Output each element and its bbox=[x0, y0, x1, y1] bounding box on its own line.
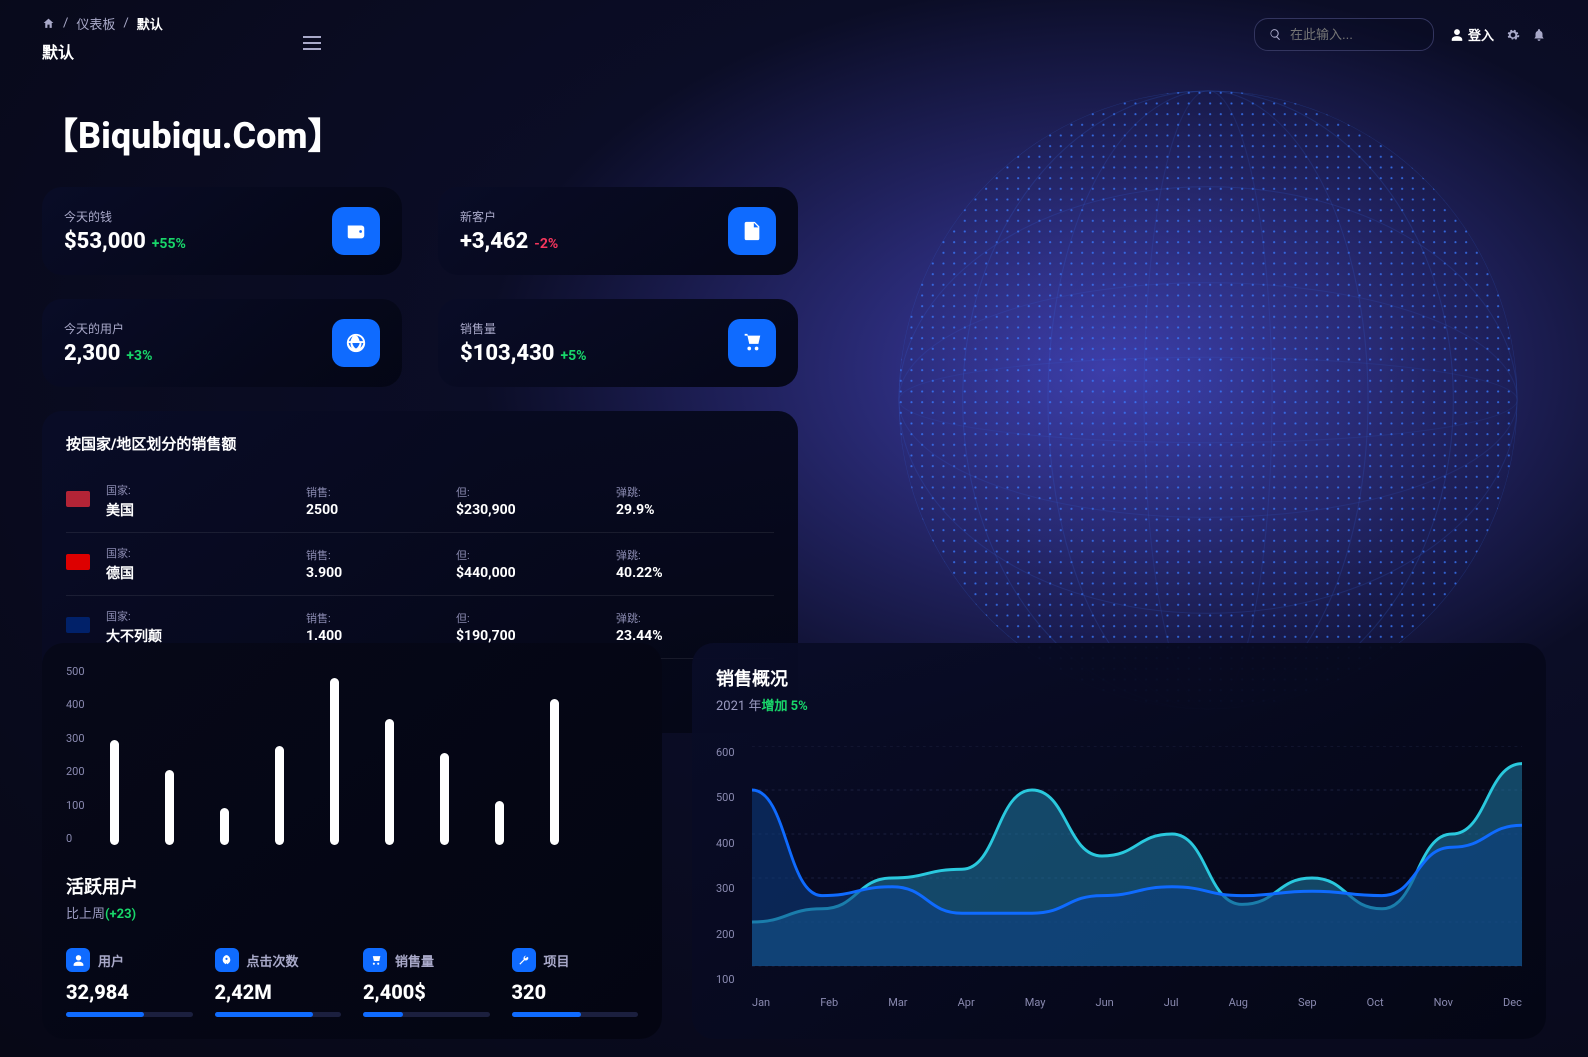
bar bbox=[330, 678, 339, 845]
wrench-icon bbox=[512, 948, 536, 972]
stat-label: 新客户 bbox=[460, 208, 558, 225]
wallet-icon bbox=[332, 207, 380, 255]
rocket-icon bbox=[215, 948, 239, 972]
cart-icon bbox=[728, 319, 776, 367]
stat-label: 今天的钱 bbox=[64, 208, 186, 225]
brand-title: 【Biqubiqu.Com】 bbox=[42, 107, 1588, 159]
bar bbox=[220, 808, 229, 845]
bar bbox=[495, 801, 504, 845]
stat-card-users: 今天的用户 2,300+3% bbox=[42, 299, 402, 387]
flag-icon bbox=[66, 617, 90, 633]
flag-icon bbox=[66, 491, 90, 507]
home-icon bbox=[42, 17, 55, 30]
active-users-subtitle: 比上周(+23) bbox=[66, 903, 638, 922]
sales-overview-subtitle: 2021 年增加 5% bbox=[716, 695, 1522, 714]
sales-area-chart bbox=[752, 746, 1522, 986]
bar bbox=[165, 770, 174, 845]
country-row: 国家:美国 销售:2500 但:$230,900 弹跳:29.9% bbox=[66, 470, 774, 533]
mini-stat: 点击次数 2,42M bbox=[215, 948, 342, 1017]
bell-icon[interactable] bbox=[1532, 28, 1546, 42]
sales-by-country-title: 按国家/地区划分的销售额 bbox=[66, 433, 774, 454]
users-icon bbox=[66, 948, 90, 972]
stat-card-clients: 新客户 +3,462-2% bbox=[438, 187, 798, 275]
search-icon bbox=[1269, 28, 1282, 41]
cart-icon bbox=[363, 948, 387, 972]
stat-label: 销售量 bbox=[460, 320, 587, 337]
stat-card-money: 今天的钱 $53,000+55% bbox=[42, 187, 402, 275]
bar bbox=[110, 740, 119, 845]
globe-icon bbox=[332, 319, 380, 367]
breadcrumb: / 仪表板 / 默认 bbox=[42, 14, 163, 33]
bar bbox=[275, 746, 284, 845]
gear-icon[interactable] bbox=[1506, 28, 1520, 42]
active-users-bar-chart: 5004003002001000 bbox=[66, 665, 638, 855]
stat-card-sales: 销售量 $103,430+5% bbox=[438, 299, 798, 387]
sales-overview-panel: 销售概况 2021 年增加 5% 600500400300200100 JanF… bbox=[692, 643, 1546, 1039]
sales-overview-title: 销售概况 bbox=[716, 665, 1522, 691]
mini-stat: 项目 320 bbox=[512, 948, 639, 1017]
login-button[interactable]: 登入 bbox=[1450, 25, 1494, 44]
active-users-title: 活跃用户 bbox=[66, 873, 638, 899]
mini-stat: 用户 32,984 bbox=[66, 948, 193, 1017]
menu-toggle-icon[interactable] bbox=[303, 32, 321, 54]
mini-stat: 销售量 2,400$ bbox=[363, 948, 490, 1017]
breadcrumb-dashboard[interactable]: 仪表板 bbox=[76, 14, 115, 33]
bar bbox=[385, 719, 394, 845]
search-box[interactable] bbox=[1254, 18, 1434, 51]
search-input[interactable] bbox=[1290, 27, 1410, 42]
breadcrumb-current: 默认 bbox=[137, 14, 163, 33]
page-title: 默认 bbox=[42, 39, 163, 63]
flag-icon bbox=[66, 554, 90, 570]
user-icon bbox=[1450, 28, 1464, 42]
country-row: 国家:德国 销售:3.900 但:$440,000 弹跳:40.22% bbox=[66, 533, 774, 596]
bar bbox=[550, 699, 559, 845]
document-icon bbox=[728, 207, 776, 255]
bar bbox=[440, 753, 449, 845]
stat-label: 今天的用户 bbox=[64, 320, 152, 337]
active-users-panel: 5004003002001000 活跃用户 比上周(+23) 用户 32,984… bbox=[42, 643, 662, 1039]
